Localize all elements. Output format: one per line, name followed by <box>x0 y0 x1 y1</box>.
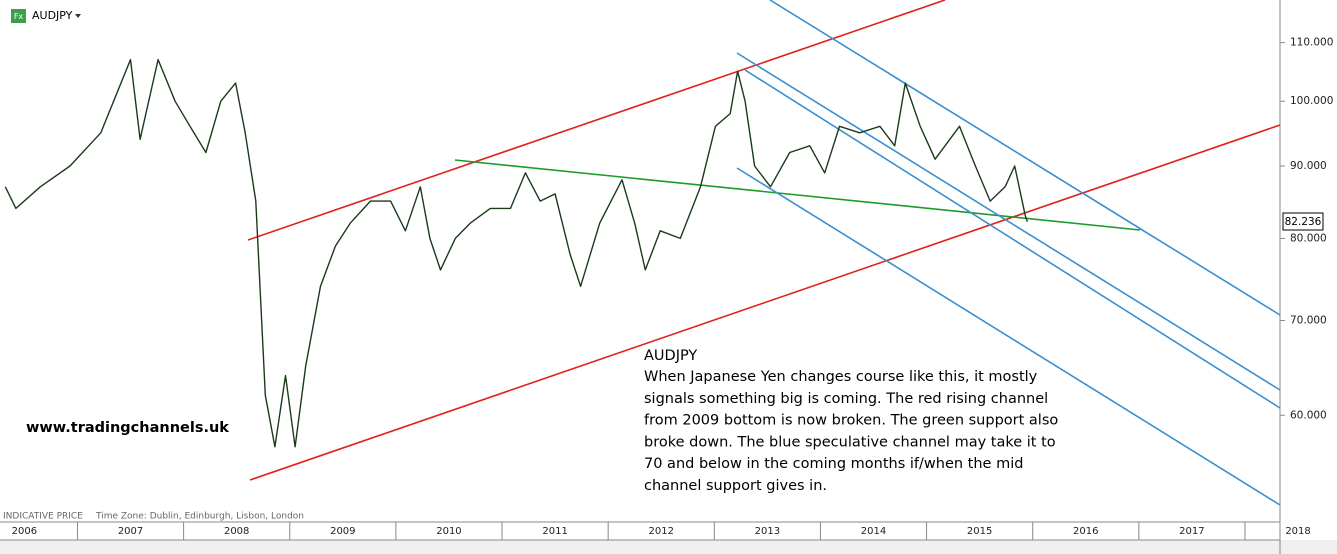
watermark: www.tradingchannels.uk <box>26 420 229 436</box>
y-tick-label: 60.000 <box>1290 409 1327 421</box>
x-tick-label: 2009 <box>330 526 355 537</box>
y-tick-label: 100.000 <box>1290 95 1333 107</box>
annotation-title: AUDJPY <box>644 348 697 364</box>
annotation-line: channel support gives in. <box>644 478 827 494</box>
annotation-line: signals something big is coming. The red… <box>644 391 1048 407</box>
trend-lines <box>247 0 1281 506</box>
fx-icon-label: Fx <box>14 12 24 21</box>
red-lower <box>249 124 1281 481</box>
time-zone: Time Zone: Dublin, Edinburgh, Lisbon, Lo… <box>95 512 304 522</box>
y-tick-label: 110.000 <box>1290 37 1333 49</box>
x-tick-label: 2018 <box>1285 526 1310 537</box>
fx-icon <box>11 9 26 23</box>
red-upper <box>247 0 946 241</box>
annotation-line: When Japanese Yen changes course like th… <box>644 369 1038 385</box>
bottom-strip <box>0 540 1337 554</box>
x-tick-label: 2015 <box>967 526 992 537</box>
x-tick-label: 2013 <box>755 526 780 537</box>
annotation-line: 70 and below in the coming months if/whe… <box>644 456 1023 472</box>
annotation-line: from 2009 bottom is now broken. The gree… <box>644 413 1058 429</box>
x-tick-label: 2016 <box>1073 526 1098 537</box>
x-tick-label: 2010 <box>436 526 461 537</box>
price-type: INDICATIVE PRICE <box>3 512 83 522</box>
blue-mid-2 <box>744 69 1281 409</box>
price-line <box>4 58 1029 448</box>
price-label-box <box>1282 212 1324 231</box>
y-tick-label: 70.000 <box>1290 314 1327 326</box>
y-tick-label: 90.000 <box>1290 160 1327 172</box>
symbol-label[interactable]: AUDJPY <box>32 9 73 22</box>
price-label: 82.236 <box>1285 216 1322 228</box>
x-tick-label: 2012 <box>649 526 674 537</box>
x-tick-label: 2007 <box>118 526 143 537</box>
x-tick-label: 2008 <box>224 526 249 537</box>
annotation-line: broke down. The blue speculative channel… <box>644 434 1056 450</box>
dropdown-arrow[interactable] <box>75 14 81 18</box>
blue-bottom <box>736 167 1281 506</box>
x-tick-label: 2011 <box>542 526 567 537</box>
x-tick-label: 2014 <box>861 526 886 537</box>
x-tick-label: 2006 <box>12 526 37 537</box>
x-tick-label: 2017 <box>1179 526 1204 537</box>
y-tick-label: 80.000 <box>1290 232 1327 244</box>
blue-mid-1 <box>736 52 1281 391</box>
blue-top <box>769 0 1281 316</box>
